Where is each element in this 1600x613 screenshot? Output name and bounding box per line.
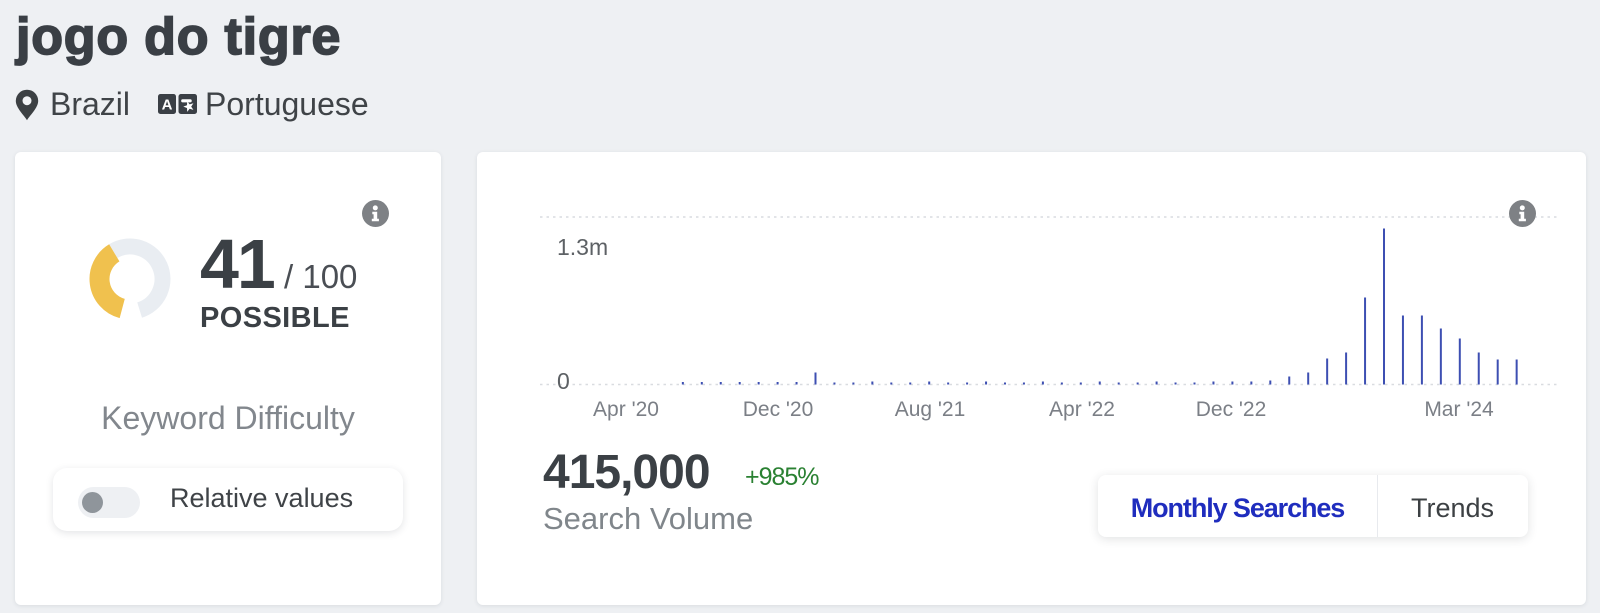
svg-text:A: A xyxy=(162,97,173,114)
